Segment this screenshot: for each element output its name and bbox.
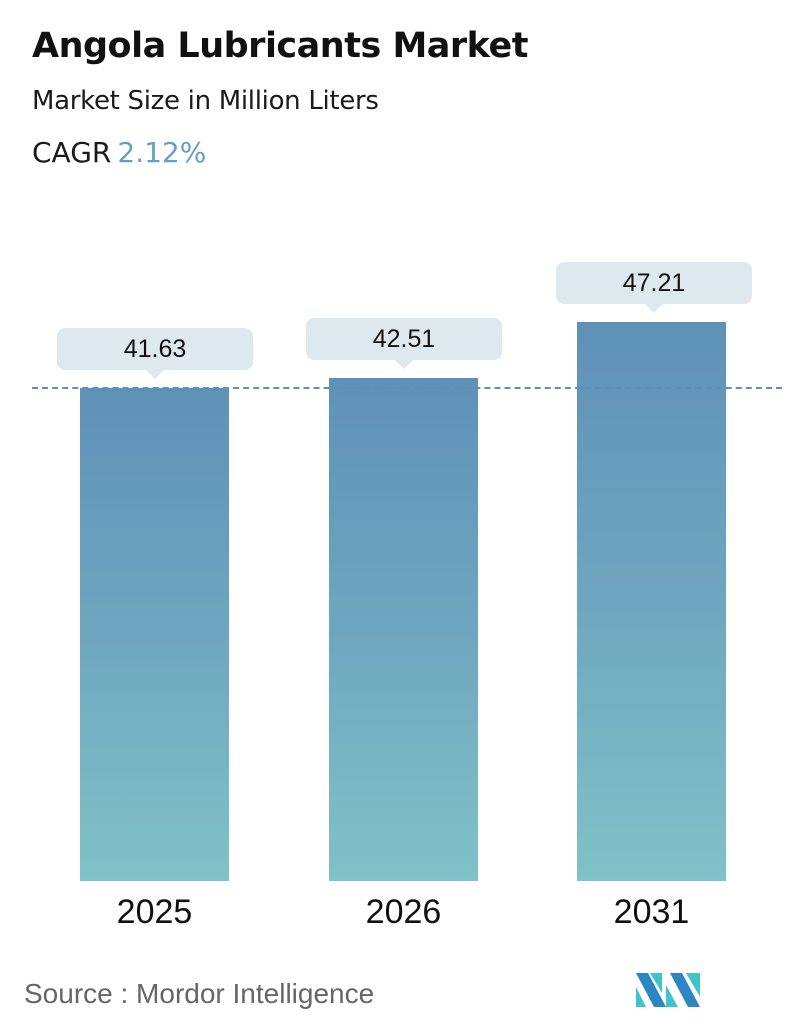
value-label-2025: 41.63 — [57, 328, 253, 379]
bar-2026 — [329, 378, 478, 881]
cagr-line: CAGR 2.12% — [32, 136, 206, 169]
reference-dashed-line — [32, 387, 782, 389]
source-text: Source : Mordor Intelligence — [24, 978, 375, 1009]
bar-2025 — [80, 388, 229, 881]
mordor-intelligence-logo-icon — [636, 973, 700, 1007]
bar-2031 — [577, 322, 726, 881]
cagr-value: 2.12% — [117, 136, 207, 169]
x-label-2031: 2031 — [613, 893, 690, 931]
value-label-2026: 42.51 — [306, 318, 502, 369]
x-label-2025: 2025 — [116, 893, 193, 931]
value-label-2031: 47.21 — [556, 262, 752, 313]
chart-subtitle: Market Size in Million Liters — [32, 86, 379, 116]
chart-title: Angola Lubricants Market — [32, 26, 528, 66]
cagr-label: CAGR — [32, 136, 112, 169]
x-label-2026: 2026 — [365, 893, 442, 931]
